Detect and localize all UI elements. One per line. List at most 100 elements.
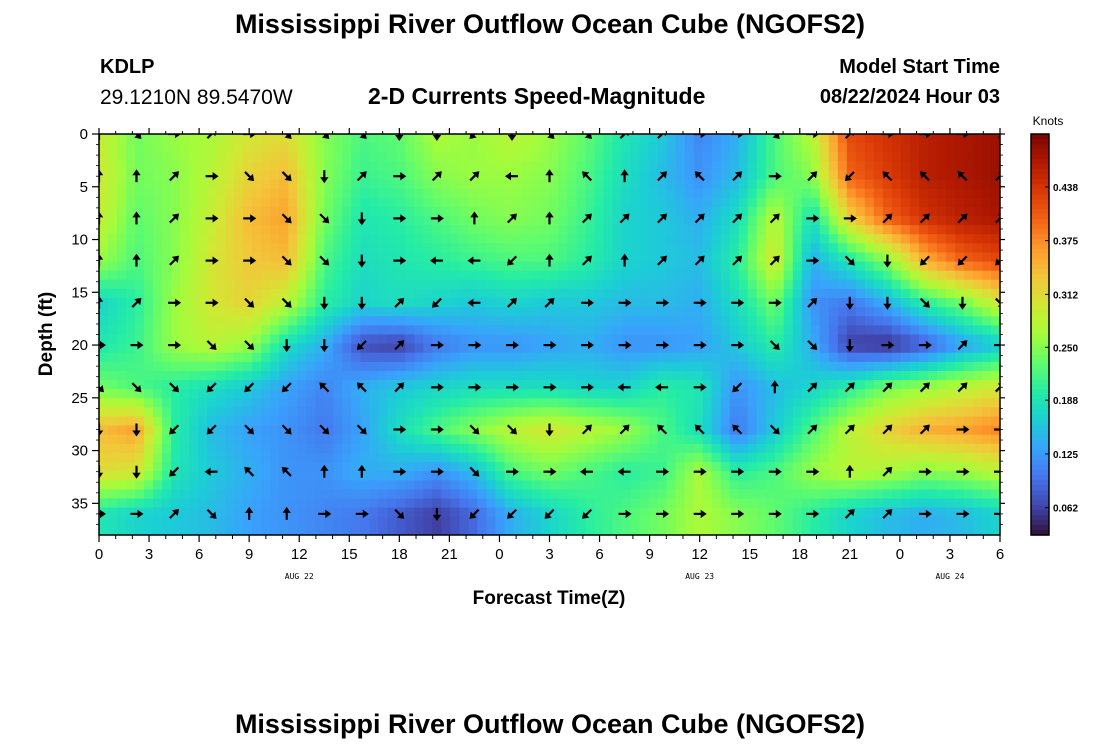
heatmap-cell (198, 325, 208, 336)
heatmap-cell (126, 152, 136, 162)
heatmap-cell (378, 161, 388, 172)
heatmap-cell (531, 389, 542, 399)
current-vector (320, 464, 329, 478)
heatmap-cell (855, 398, 866, 409)
heatmap-cell (324, 352, 334, 363)
heatmap-cell (864, 307, 875, 317)
heatmap-cell (306, 279, 316, 290)
heatmap-cell (468, 152, 479, 162)
heatmap-cell (324, 252, 334, 263)
heatmap-cell (369, 134, 379, 144)
heatmap-cell (387, 452, 397, 463)
heatmap-cell (594, 170, 605, 181)
heatmap-cell (801, 507, 812, 518)
heatmap-cell (738, 197, 749, 208)
heatmap-cell (990, 179, 1000, 190)
heatmap-cell (387, 389, 397, 399)
heatmap-cell (612, 498, 623, 509)
heatmap-cell (720, 261, 731, 272)
heatmap-cell (315, 498, 325, 509)
heatmap-cell (846, 525, 857, 535)
heatmap-cell (171, 498, 181, 509)
heatmap-cell (666, 179, 677, 190)
heatmap-cell (693, 316, 704, 326)
heatmap-cell (171, 261, 181, 272)
heatmap-cell (342, 525, 352, 535)
heatmap-cell (747, 234, 758, 244)
heatmap-cell (198, 188, 208, 199)
heatmap-cell (783, 361, 794, 372)
heatmap-cell (549, 325, 560, 336)
heatmap-cell (747, 525, 758, 535)
heatmap-cell (405, 407, 415, 418)
current-vector (843, 214, 857, 223)
heatmap-cell (225, 316, 235, 326)
heatmap-cell (396, 261, 406, 272)
heatmap-cell (639, 380, 650, 390)
heatmap-cell (648, 243, 659, 254)
heatmap-cell (765, 352, 776, 363)
heatmap-cell (288, 288, 298, 299)
heatmap-cell (414, 398, 424, 409)
heatmap-cell (900, 416, 911, 427)
heatmap-cell (342, 216, 352, 226)
heatmap-cell (738, 234, 749, 244)
heatmap-cell (648, 152, 659, 162)
heatmap-cell (639, 462, 650, 472)
heatmap-cell (981, 225, 992, 235)
heatmap-cell (324, 243, 334, 254)
heatmap-cell (198, 343, 208, 354)
colorbar-segment (1031, 299, 1049, 306)
heatmap-cell (549, 216, 560, 226)
heatmap-cell (225, 389, 235, 399)
heatmap-cell (864, 452, 875, 463)
heatmap-cell (801, 480, 812, 491)
heatmap-cell (594, 480, 605, 491)
heatmap-cell (675, 498, 686, 509)
heatmap-cell (855, 480, 866, 491)
heatmap-cell (108, 452, 118, 463)
colorbar-segment (1031, 304, 1049, 311)
heatmap-cell (873, 443, 884, 454)
heatmap-cell (657, 370, 668, 381)
heatmap-cell (387, 425, 397, 436)
heatmap-cell (810, 179, 821, 190)
heatmap-cell (882, 179, 893, 190)
heatmap-cell (171, 352, 181, 363)
heatmap-cell (333, 243, 343, 254)
heatmap-cell (909, 407, 920, 418)
heatmap-cell (630, 507, 641, 518)
heatmap-cell (504, 389, 515, 399)
heatmap-cell (360, 434, 370, 445)
heatmap-cell (765, 234, 776, 244)
heatmap-cell (972, 261, 983, 272)
heatmap-cell (936, 143, 947, 153)
heatmap-cell (585, 370, 596, 381)
heatmap-cell (450, 480, 460, 491)
heatmap-cell (252, 279, 262, 290)
heatmap-cell (531, 143, 542, 153)
heatmap-cell (936, 361, 947, 372)
heatmap-cell (603, 434, 614, 445)
heatmap-cell (963, 152, 974, 162)
current-vector (393, 172, 407, 181)
heatmap-cell (432, 462, 442, 472)
current-vector (768, 509, 782, 519)
heatmap-cell (162, 206, 172, 217)
heatmap-cell (504, 352, 515, 363)
current-vector (693, 298, 707, 307)
heatmap-cell (630, 434, 641, 445)
heatmap-cell (396, 398, 406, 409)
heatmap-cell (261, 234, 271, 244)
heatmap-cell (423, 270, 433, 281)
heatmap-cell (639, 334, 650, 345)
heatmap-cell (270, 525, 280, 535)
current-vector (919, 382, 930, 393)
heatmap-cell (702, 270, 713, 281)
heatmap-cell (441, 325, 451, 336)
heatmap-cell (198, 361, 208, 372)
heatmap-cell (459, 498, 470, 509)
heatmap-cell (729, 516, 740, 527)
heatmap-cell (432, 243, 442, 254)
heatmap-cell (801, 279, 812, 290)
